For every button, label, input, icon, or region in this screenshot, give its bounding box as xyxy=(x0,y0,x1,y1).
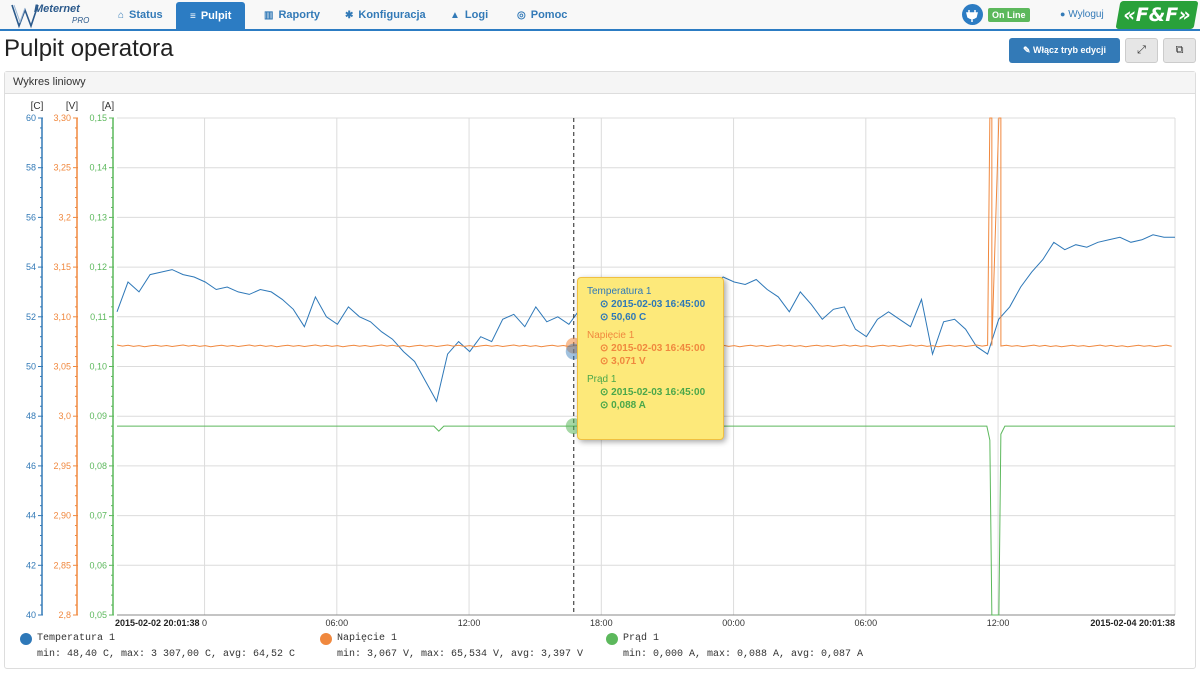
meternet-logo[interactable]: Meternet PRO xyxy=(10,2,90,29)
list-icon: ≡ xyxy=(190,11,196,22)
tooltip-series-current: Prąd 1 ⊙ 2015-02-03 16:45:00 ⊙ 0,088 A xyxy=(587,374,706,411)
nav-tab-label: Raporty xyxy=(278,9,321,21)
clock-icon: ⊙ xyxy=(600,387,609,398)
legend-entry[interactable]: Temperatura 1 min: 48,40 C, max: 3 307,00… xyxy=(20,633,310,663)
home-icon: ⌂ xyxy=(118,10,125,21)
clock-icon: ⊙ xyxy=(600,299,609,310)
logo-mark-icon xyxy=(11,4,39,29)
page-title: Pulpit operatora xyxy=(4,35,174,62)
gear-icon: ✱ xyxy=(345,10,354,21)
value-icon: ⊙ xyxy=(600,312,609,323)
expand-icon: ⤢ xyxy=(1137,44,1146,56)
legend-series-name: Temperatura 1 xyxy=(37,633,116,644)
nav-tab-logi[interactable]: ▲ Logi xyxy=(436,0,502,29)
legend-color-dot xyxy=(320,633,332,645)
value-icon: ⊙ xyxy=(600,400,609,411)
clock-icon: ⊙ xyxy=(600,343,609,354)
logout-link[interactable]: ● Wyloguj xyxy=(1060,0,1104,29)
nav-tab-status[interactable]: ⌂ Status xyxy=(104,0,177,29)
value-icon: ⊙ xyxy=(600,356,609,367)
fullscreen-button[interactable]: ⤢ xyxy=(1125,38,1158,63)
legend-series-stats: min: 0,000 A, max: 0,088 A, avg: 0,087 A xyxy=(623,649,864,660)
ff-vendor-logo: «F&F» xyxy=(1115,1,1199,29)
nav-tab-label: Logi xyxy=(464,9,489,21)
legend-color-dot xyxy=(20,633,32,645)
warning-icon: ▲ xyxy=(450,10,460,21)
legend-series-stats: min: 48,40 C, max: 3 307,00 C, avg: 64,5… xyxy=(37,649,296,660)
chart-tooltip: Temperatura 1 ⊙ 2015-02-03 16:45:00 ⊙ 50… xyxy=(577,277,724,440)
nav-tab-konfiguracja[interactable]: ✱ Konfiguracja xyxy=(331,0,440,29)
legend-series-name: Napięcie 1 xyxy=(337,633,398,644)
legend-entry[interactable]: Napięcie 1 min: 3,067 V, max: 65,534 V, a… xyxy=(320,633,610,663)
online-status-badge: On Line xyxy=(988,8,1030,22)
logout-label: Wyloguj xyxy=(1068,9,1104,20)
legend-series-name: Prąd 1 xyxy=(623,633,660,644)
external-link-icon: ⧉ xyxy=(1175,44,1184,56)
nav-tab-label: Status xyxy=(129,9,163,21)
legend-series-stats: min: 3,067 V, max: 65,534 V, avg: 3,397 … xyxy=(337,649,584,660)
tooltip-series-voltage: Napięcie 1 ⊙ 2015-02-03 16:45:00 ⊙ 3,071… xyxy=(587,330,706,367)
nav-tab-label: Konfiguracja xyxy=(358,9,426,21)
nav-tab-pulpit[interactable]: ≡ Pulpit xyxy=(176,2,246,31)
nav-tab-label: Pomoc xyxy=(530,9,568,21)
logo-text: Meternet xyxy=(34,3,80,15)
edit-mode-label: Włącz tryb edycji xyxy=(1033,45,1107,55)
plug-icon xyxy=(962,4,983,25)
top-navbar: Meternet PRO ⌂ Status ≡ Pulpit ▥ Raporty ✱ Konf… xyxy=(0,0,1200,31)
edit-icon: ✎ xyxy=(1022,45,1031,55)
line-chart-panel: Wykres liniowy xyxy=(4,71,1196,669)
legend-entry[interactable]: Prąd 1 min: 0,000 A, max: 0,088 A, avg: 0… xyxy=(606,633,896,663)
panel-title: Wykres liniowy xyxy=(5,72,1195,94)
external-link-button[interactable]: ⧉ xyxy=(1163,38,1196,63)
lifebuoy-icon: ◎ xyxy=(517,10,526,21)
tooltip-series-temperature: Temperatura 1 ⊙ 2015-02-03 16:45:00 ⊙ 50… xyxy=(587,286,706,323)
logo-subtext: PRO xyxy=(72,16,90,25)
nav-tab-pomoc[interactable]: ◎ Pomoc xyxy=(503,0,581,29)
edit-mode-button[interactable]: ✎ Włącz tryb edycji xyxy=(1009,38,1120,63)
user-icon: ● xyxy=(1060,9,1066,19)
bar-chart-icon: ▥ xyxy=(264,10,274,21)
nav-tab-raporty[interactable]: ▥ Raporty xyxy=(250,0,334,29)
nav-tab-label: Pulpit xyxy=(200,10,232,22)
legend-color-dot xyxy=(606,633,618,645)
